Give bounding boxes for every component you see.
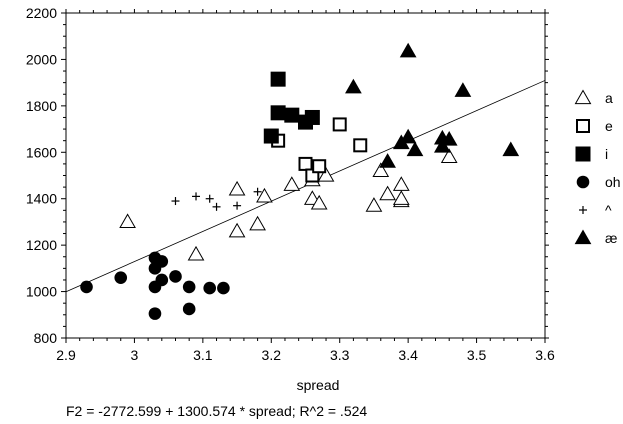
data-point <box>171 197 180 206</box>
y-axis: 800 1000 1200 1400 1600 1800 2000 2200 <box>26 5 549 346</box>
data-point <box>256 187 273 203</box>
data-point <box>379 185 396 201</box>
x-axis-label: spread <box>297 377 340 393</box>
legend-label: æ <box>605 230 617 246</box>
data-point <box>187 245 205 261</box>
data-point <box>114 271 128 284</box>
x-tick-label: 3.5 <box>467 347 487 363</box>
legend-marker <box>576 175 590 189</box>
data-point <box>406 141 424 157</box>
legend-label: i <box>605 146 608 162</box>
data-point <box>249 215 266 231</box>
series-0 <box>119 148 458 261</box>
x-tick-label: 3.2 <box>262 347 282 363</box>
data-point <box>298 156 313 171</box>
data-point <box>155 273 169 287</box>
data-point <box>440 148 458 164</box>
x-tick-label: 3.4 <box>398 347 418 363</box>
data-point <box>353 138 368 153</box>
legend-marker <box>579 206 587 214</box>
legend-marker <box>574 229 592 245</box>
data-point <box>399 42 417 58</box>
y-tick-label: 1200 <box>26 237 57 253</box>
legend: aei oh ^ æ <box>574 89 621 246</box>
data-point <box>332 117 347 132</box>
legend-label: a <box>605 90 613 106</box>
data-point <box>228 180 246 196</box>
x-tick-label: 3 <box>131 347 139 363</box>
y-tick-label: 1000 <box>26 284 57 300</box>
data-point <box>217 281 230 295</box>
series-4 <box>171 187 262 211</box>
data-point <box>205 194 214 203</box>
data-point <box>317 166 335 182</box>
y-tick-label: 1600 <box>26 144 57 160</box>
legend-label: oh <box>605 174 621 190</box>
series-2 <box>263 71 320 144</box>
y-tick-label: 800 <box>34 330 58 346</box>
legend-marker <box>576 119 590 133</box>
data-point <box>212 202 221 211</box>
data-point <box>312 159 327 174</box>
y-tick-label: 1400 <box>26 191 57 207</box>
x-tick-label: 3.3 <box>330 347 350 363</box>
data-point <box>372 162 390 177</box>
data-point <box>304 109 320 125</box>
data-point <box>399 128 417 144</box>
x-axis: 2.9 3 3.1 3.2 3.3 3.4 3.5 3.6 <box>56 9 555 363</box>
data-point <box>270 71 286 87</box>
legend-marker <box>574 89 592 105</box>
data-point <box>203 281 216 295</box>
data-point <box>283 176 301 191</box>
data-point <box>228 222 246 238</box>
y-tick-label: 2000 <box>26 51 57 67</box>
data-point <box>310 194 328 210</box>
data-point <box>270 105 286 121</box>
data-point <box>392 190 410 205</box>
data-point <box>182 280 196 294</box>
regression-equation: F2 = -2772.599 + 1300.574 * spread; R^2 … <box>66 403 367 419</box>
y-tick-label: 1800 <box>26 98 57 114</box>
series-1 <box>271 117 368 183</box>
legend-label: ^ <box>605 202 612 218</box>
data-point <box>263 128 279 144</box>
data-point <box>119 213 136 229</box>
legend-label: e <box>605 118 613 134</box>
y-tick-label: 2200 <box>26 5 57 21</box>
data-point <box>284 107 300 123</box>
data-point <box>502 141 520 157</box>
data-point <box>80 280 93 294</box>
data-point <box>365 197 383 212</box>
data-point <box>233 201 242 210</box>
x-tick-label: 3.1 <box>193 347 213 363</box>
data-point <box>192 192 201 201</box>
x-tick-label: 2.9 <box>56 347 76 363</box>
data-point <box>454 82 472 97</box>
data-point <box>148 307 162 320</box>
data-point <box>155 255 169 268</box>
data-point <box>440 131 458 146</box>
data-point <box>379 153 396 168</box>
data-points-layer <box>80 42 520 320</box>
series-5 <box>345 42 520 168</box>
data-point <box>253 187 262 196</box>
data-point <box>169 270 182 283</box>
series-3 <box>80 251 230 320</box>
data-point <box>182 302 196 316</box>
data-point <box>392 176 410 191</box>
legend-marker <box>575 146 591 162</box>
x-tick-label: 3.6 <box>535 347 555 363</box>
data-point <box>345 78 362 94</box>
